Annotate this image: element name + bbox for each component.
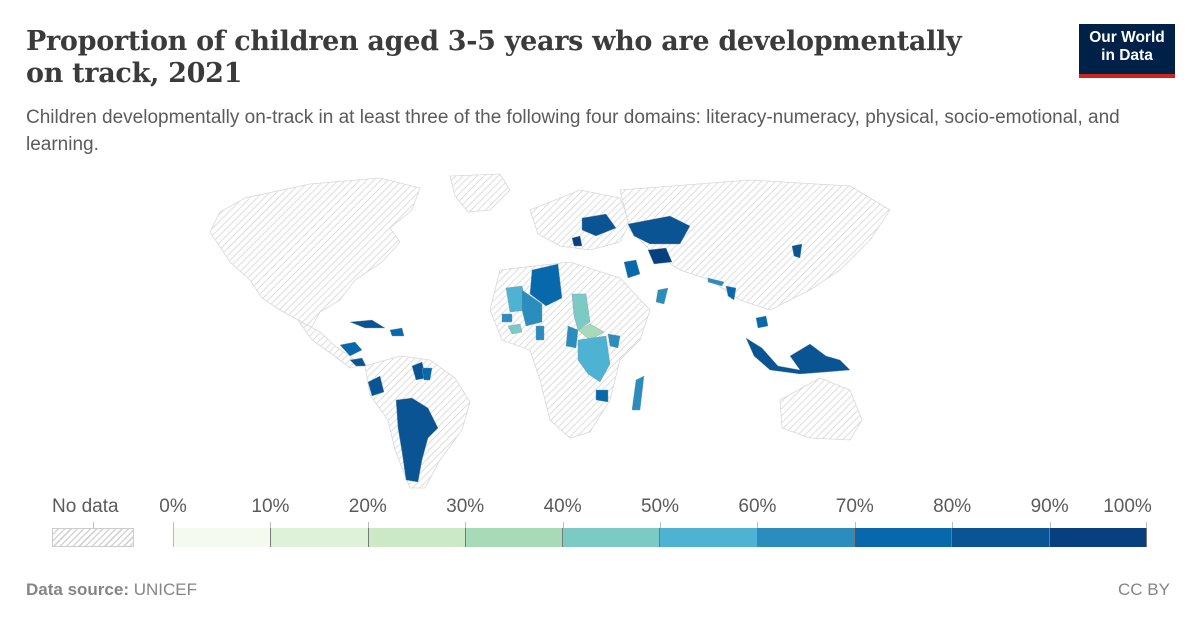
legend-bin-20-30[interactable]	[368, 528, 466, 547]
country-chad	[571, 293, 591, 331]
legend-tick-label: 100%	[1103, 496, 1152, 517]
country-algeria	[529, 263, 563, 307]
legend-tick-label: 80%	[933, 496, 972, 517]
legend-bin-90-100[interactable]	[1049, 528, 1147, 547]
legend-tick-label: 50%	[640, 496, 680, 517]
country-dominican-republic	[389, 327, 405, 337]
country-cameroon	[565, 325, 579, 349]
country-car	[577, 323, 605, 341]
country-ghana	[535, 325, 545, 341]
legend-tick-label: 90%	[1030, 496, 1069, 517]
legend-bin-30-40[interactable]	[465, 528, 564, 547]
country-cambodia	[755, 315, 769, 329]
legend-no-data-label: No data	[52, 496, 119, 517]
legend-bin-70-80[interactable]	[855, 528, 953, 547]
legend-tick-label: 0%	[159, 496, 187, 517]
chart-subtitle: Children developmentally on-track in at …	[26, 107, 1120, 155]
country-suriname	[421, 367, 433, 381]
legend-no-data-tick	[93, 522, 94, 528]
country-dr-congo	[577, 335, 611, 383]
legend-bin-0-10[interactable]	[173, 528, 272, 547]
license-link[interactable]: CC BY	[1118, 580, 1170, 599]
legend-bin-60-70[interactable]	[757, 528, 856, 547]
country-kazakhstan	[627, 215, 691, 245]
legend-tick-label: 60%	[738, 496, 777, 517]
legend-tick-label: 40%	[543, 496, 582, 517]
country-mali	[521, 289, 543, 327]
country-indonesia	[745, 337, 851, 375]
legend-no-data-swatch[interactable]	[52, 528, 134, 547]
legend-bin-40-50[interactable]	[563, 528, 661, 547]
logo-line-2: in Data	[1101, 47, 1153, 64]
country-madagascar	[631, 375, 645, 411]
world-map[interactable]	[150, 170, 1050, 490]
logo-accent-bar	[1079, 74, 1175, 78]
country-north-korea	[791, 243, 803, 259]
country-cuba	[349, 319, 386, 329]
legend-tick-label: 70%	[835, 496, 874, 517]
legend-bin-80-90[interactable]	[952, 528, 1050, 547]
country-ecuador	[367, 375, 385, 397]
country-sierra-leone	[507, 323, 523, 335]
data-source-label: Data source:	[26, 580, 129, 599]
legend-scale-ticks	[173, 522, 1148, 528]
country-zimbabwe	[595, 389, 609, 403]
country-serbia	[571, 235, 583, 247]
country-honduras	[339, 341, 363, 357]
legend-tick-label: 10%	[251, 496, 290, 517]
data-source: Data source: UNICEF	[26, 580, 197, 600]
legend-color-scale	[173, 528, 1147, 548]
legend-bin-10-20[interactable]	[271, 528, 369, 547]
country-uganda	[607, 333, 621, 349]
country-oman	[655, 287, 669, 305]
legend-scale-labels: 0% 10% 20% 30% 40% 50% 60% 70% 80% 90% 1…	[159, 496, 1152, 520]
region-greenland	[449, 173, 511, 213]
region-europe	[529, 189, 631, 251]
owid-logo[interactable]: Our World in Data	[1079, 24, 1175, 78]
chart-title: Proportion of children aged 3-5 years wh…	[26, 26, 962, 89]
region-north-america	[209, 177, 421, 331]
legend-bin-50-60[interactable]	[660, 528, 758, 547]
legend-tick-label: 20%	[348, 496, 387, 517]
country-senegal	[501, 313, 513, 323]
country-turkmenistan	[647, 247, 673, 265]
region-australia	[779, 377, 863, 441]
country-argentina	[395, 397, 439, 483]
country-nepal	[707, 277, 725, 287]
data-source-value[interactable]: UNICEF	[133, 580, 197, 599]
legend-tick-label: 30%	[446, 496, 485, 517]
country-ukraine	[581, 213, 617, 237]
country-iraq	[623, 259, 641, 279]
country-bangladesh	[725, 285, 737, 301]
logo-line-1: Our World	[1089, 29, 1165, 46]
